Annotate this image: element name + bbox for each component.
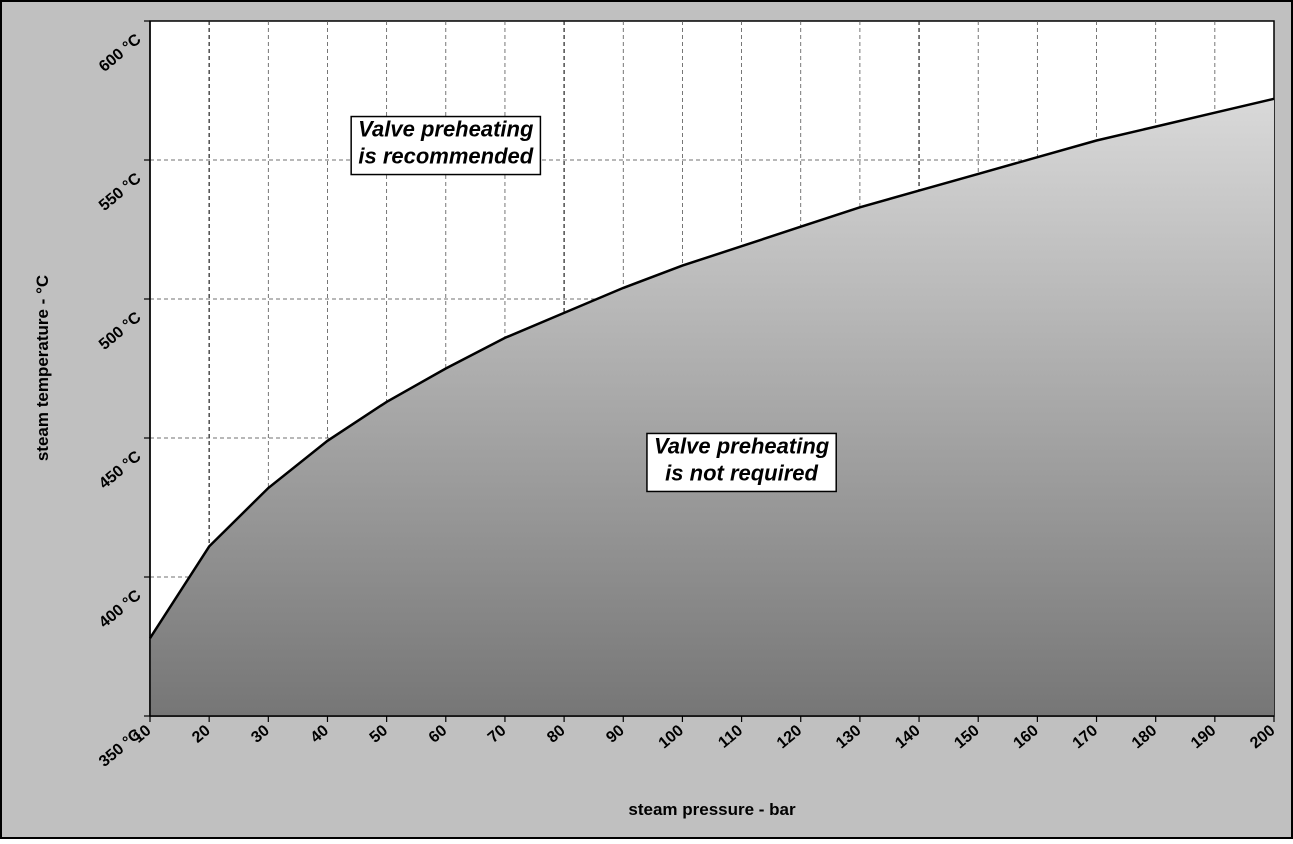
y-axis-title: steam temperature - °C — [33, 275, 52, 461]
annotation-text: is not required — [665, 460, 818, 485]
no-preheating-area — [150, 98, 1274, 717]
preheating-limit-line — [148, 97, 1275, 639]
annotation-box — [646, 432, 837, 493]
annotation-text: is recommended — [358, 144, 533, 169]
annotation-text: Valve preheating — [358, 117, 534, 142]
annotation-box — [350, 115, 542, 176]
axes — [144, 20, 1275, 722]
x-axis-title: steam pressure - bar — [628, 800, 796, 819]
annotation-text: Valve preheating — [654, 433, 830, 458]
